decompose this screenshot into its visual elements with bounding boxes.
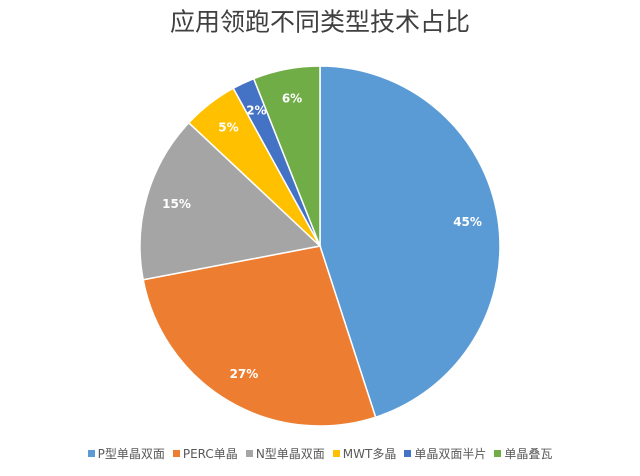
legend-swatch bbox=[172, 450, 180, 457]
legend-label: 单晶双面半片 bbox=[414, 447, 487, 461]
pie-slice bbox=[319, 65, 501, 419]
data-label: 6% bbox=[282, 92, 302, 106]
legend-item: 单晶双面半片 bbox=[404, 445, 486, 462]
legend-label: 单晶叠瓦 bbox=[504, 447, 553, 461]
legend-swatch bbox=[494, 450, 502, 457]
data-label: 27% bbox=[230, 367, 259, 381]
pie-chart: 应用领跑不同类型技术占比 45% 27% 15% 5% 2% 6% bbox=[139, 8, 501, 427]
legend-item: MWT多晶 bbox=[332, 445, 397, 462]
legend-label: P型单晶双面 bbox=[97, 447, 165, 461]
legend-item: P型单晶双面 bbox=[87, 445, 165, 462]
legend-item: PERC单晶 bbox=[172, 445, 238, 462]
data-label: 45% bbox=[453, 215, 482, 229]
data-label: 2% bbox=[246, 103, 266, 117]
legend-item: 单晶叠瓦 bbox=[494, 445, 552, 462]
legend-label: PERC单晶 bbox=[182, 447, 238, 461]
pie-slice bbox=[252, 65, 321, 247]
legend-label: N型单晶双面 bbox=[255, 447, 325, 461]
legend-swatch bbox=[87, 450, 95, 457]
legend-swatch bbox=[332, 450, 340, 457]
pie-slice bbox=[142, 245, 377, 427]
legend-swatch bbox=[245, 450, 253, 457]
legend-swatch bbox=[404, 450, 412, 457]
chart-title: 应用领跑不同类型技术占比 bbox=[170, 8, 470, 37]
legend-label: MWT多晶 bbox=[342, 447, 397, 461]
legend-item: N型单晶双面 bbox=[245, 445, 325, 462]
data-label: 5% bbox=[218, 120, 238, 134]
pie-slice bbox=[139, 121, 322, 281]
data-label: 15% bbox=[162, 197, 191, 211]
legend: P型单晶双面 PERC单晶 N型单晶双面 MWT多晶 单晶双面半片 单晶叠瓦 bbox=[0, 445, 640, 462]
